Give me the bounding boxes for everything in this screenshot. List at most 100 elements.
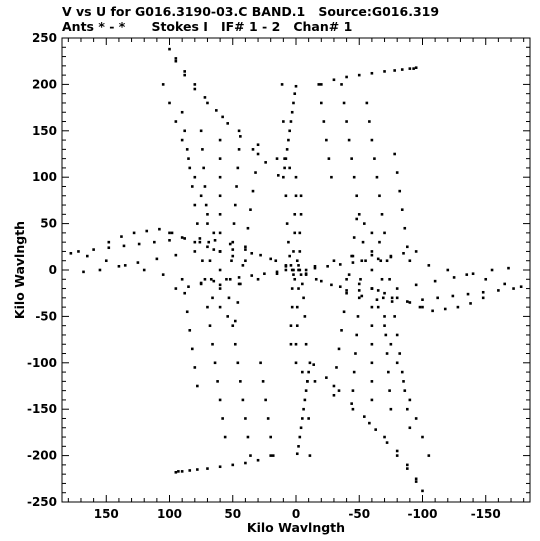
uv-data-point [393,152,396,156]
uv-data-point [393,69,396,72]
uv-data-point [218,398,222,402]
uv-data-point [174,59,178,63]
y-tick-label: 100 [32,170,57,184]
uv-data-point [174,471,178,474]
uv-data-point [431,309,434,313]
uv-data-point [230,259,233,263]
uv-data-point [408,426,412,430]
uv-data-point [402,380,405,383]
uv-data-point [375,175,379,179]
uv-data-point [294,361,298,365]
uv-data-point [206,467,209,470]
uv-data-point [201,148,204,151]
uv-data-point [263,272,266,276]
uv-data-point [340,329,343,332]
uv-data-point [295,324,299,327]
uv-data-point [313,264,317,268]
uv-data-point [302,407,305,411]
uv-data-point [335,366,338,369]
uv-data-point [338,285,342,289]
uv-data-point [350,402,353,405]
uv-data-point [357,73,361,77]
plot-title: V vs U for G016.3190-03.C BAND.1 Source:… [62,4,532,19]
uv-data-point [209,277,213,281]
uv-data-point [370,253,374,257]
plot-frame [61,37,531,503]
y-tick-label: -50 [35,309,57,323]
uv-data-point [380,277,384,281]
uv-data-point [161,83,165,86]
uv-data-point [190,185,194,188]
stokes-text: Stokes I [151,19,208,34]
uv-data-point [421,489,424,493]
uv-data-point [161,273,165,276]
uv-data-point [395,296,399,300]
uv-data-point [360,294,364,298]
uv-data-point [319,101,323,105]
uv-data-point [122,244,126,248]
uv-data-point [225,277,228,281]
uv-data-point [237,129,241,133]
uv-data-point [370,305,374,309]
uv-data-point [436,296,439,300]
uv-data-point [180,277,184,281]
uv-data-point [188,469,192,472]
uv-data-point [327,157,331,160]
uv-data-point [292,250,295,253]
uv-data-point [383,324,386,327]
uv-data-point [370,268,374,272]
uv-data-point [290,287,294,290]
uv-data-point [503,282,507,286]
uv-data-point [236,301,240,304]
uv-data-point [354,352,357,355]
uv-data-point [403,389,407,392]
uv-data-point [400,68,404,71]
uv-data-point [292,273,295,276]
uv-data-point [313,266,317,270]
uv-data-point [218,175,222,179]
antennas-text: Ants * - * [62,19,126,34]
x-tick-label: 50 [224,507,241,521]
uv-data-point [168,47,171,51]
uv-data-point [357,296,361,300]
uv-data-point [290,305,294,309]
data-points-layer [69,47,523,493]
uv-data-point [414,283,418,287]
source-text: Source:G016.319 [318,4,440,19]
uv-data-point [235,185,238,188]
uv-data-point [313,380,317,383]
uv-data-point [393,315,396,318]
uv-data-point [292,101,295,105]
uv-data-point [383,231,386,235]
uv-data-point [174,120,178,123]
uv-data-point [345,120,348,123]
uv-data-point [317,83,321,86]
uv-data-point [218,138,222,142]
uv-data-point [168,231,171,235]
uv-data-point [276,174,280,177]
uv-data-point [203,185,207,188]
uv-data-point [338,263,342,266]
uv-data-point [275,272,279,276]
uv-data-point [201,259,204,263]
uv-data-point [261,380,265,383]
uv-data-point [370,138,374,142]
uv-data-point [388,277,391,281]
uv-data-point [232,222,236,225]
uv-data-point [395,449,399,453]
uv-data-point [383,435,386,439]
uv-data-point [206,213,209,216]
uv-data-point [406,467,409,470]
uv-data-point [183,73,186,77]
uv-data-point [374,428,377,431]
uv-data-point [284,264,288,267]
uv-data-point [227,296,231,300]
uv-data-point [471,272,475,276]
uv-data-point [295,452,299,456]
uv-data-point [271,454,275,457]
uv-data-point [228,277,232,281]
uv-data-point [395,333,399,337]
uv-data-point [466,292,470,296]
uv-data-point [376,257,380,261]
uv-data-point [373,157,376,160]
